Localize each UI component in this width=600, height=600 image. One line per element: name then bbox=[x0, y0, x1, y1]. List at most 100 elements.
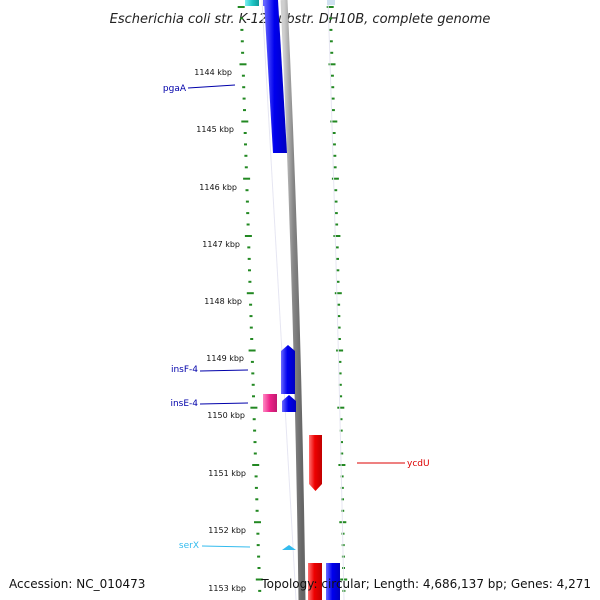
scale-tick bbox=[237, 6, 245, 8]
scale-tick bbox=[249, 315, 253, 318]
scale-tick bbox=[242, 97, 246, 100]
scale-tick bbox=[251, 383, 255, 386]
scale-tick bbox=[255, 509, 259, 512]
scale-tick bbox=[254, 486, 258, 489]
feature-top-right bbox=[327, 0, 335, 5]
scale-tick bbox=[334, 292, 342, 295]
scale-tick bbox=[250, 406, 258, 409]
scale-tick bbox=[340, 486, 344, 489]
scale-tick bbox=[246, 292, 254, 295]
scale-tick bbox=[339, 395, 343, 398]
scale-tick bbox=[242, 86, 246, 89]
scale-tick bbox=[249, 326, 253, 329]
feature-top-cyan bbox=[245, 0, 259, 6]
scale-tick bbox=[338, 372, 342, 375]
scale-tick bbox=[335, 223, 339, 226]
scale-tick bbox=[240, 28, 244, 31]
scale-tick bbox=[248, 280, 252, 283]
scale-tick bbox=[326, 6, 334, 8]
scale-tick bbox=[244, 143, 247, 146]
gene-label-insF-4[interactable]: insF-4 bbox=[171, 365, 198, 375]
scale-tick bbox=[332, 132, 336, 134]
scale-tick bbox=[250, 360, 254, 363]
scale-tick bbox=[241, 51, 245, 54]
tick-label: 1152 kbp bbox=[208, 526, 246, 535]
scale-tick bbox=[340, 441, 343, 444]
label-ycdU: ycdU bbox=[357, 459, 430, 469]
scale-tick bbox=[247, 246, 251, 249]
scale-tick bbox=[246, 212, 250, 215]
topology-text: Topology: circular; Length: 4,686,137 bp… bbox=[261, 577, 591, 591]
scale-tick bbox=[246, 223, 250, 226]
scale-tick bbox=[243, 109, 246, 112]
scale-tick bbox=[252, 418, 256, 421]
scale-tick bbox=[257, 567, 261, 569]
scale-tick bbox=[255, 578, 263, 581]
scale-tick bbox=[329, 17, 333, 20]
tick-label: 1145 kbp bbox=[196, 125, 234, 134]
scale-tick bbox=[243, 132, 247, 134]
scale-tick bbox=[245, 189, 249, 192]
scale-tick bbox=[331, 109, 335, 112]
leader-line-insF-4 bbox=[199, 369, 249, 372]
backbone-arc bbox=[280, 0, 306, 600]
scale-tick bbox=[245, 200, 249, 203]
tick-label: 1149 kbp bbox=[206, 354, 244, 363]
tick-label: 1151 kbp bbox=[208, 469, 246, 478]
tick-label: 1153 kbp bbox=[208, 584, 246, 593]
tick-label: 1144 kbp bbox=[194, 68, 232, 77]
gene-insE-4[interactable] bbox=[282, 395, 296, 412]
tick-label: 1150 kbp bbox=[207, 411, 245, 420]
gene-label-insE-4[interactable]: insE-4 bbox=[170, 399, 198, 409]
feature-bottom-red bbox=[308, 563, 322, 600]
scale-tick bbox=[336, 349, 344, 352]
leader-line-insE-4 bbox=[199, 402, 249, 405]
feature-bottom-blue bbox=[326, 563, 340, 600]
gene-label-pgaA[interactable]: pgaA bbox=[163, 84, 187, 94]
scale-tick bbox=[257, 555, 261, 558]
gene-serX[interactable] bbox=[282, 545, 296, 550]
gene-label-ycdU[interactable]: ycdU bbox=[407, 459, 430, 469]
scale-tick bbox=[338, 360, 342, 363]
scale-tick bbox=[252, 464, 260, 466]
scale-tick bbox=[247, 257, 251, 260]
tick-label: 1146 kbp bbox=[199, 183, 237, 192]
scale-tick bbox=[340, 475, 344, 478]
scale-tick bbox=[340, 452, 344, 455]
gene-label-serX[interactable]: serX bbox=[179, 541, 199, 551]
scale-tick bbox=[329, 28, 333, 31]
scale-tick bbox=[253, 429, 257, 432]
label-insE-4: insE-4 bbox=[170, 399, 249, 409]
scale-tick bbox=[251, 372, 255, 375]
gene-pgaA[interactable] bbox=[264, 0, 287, 153]
scale-tick bbox=[243, 177, 251, 180]
scale-tick bbox=[244, 235, 252, 237]
scale-tick bbox=[332, 143, 336, 146]
scale-tick bbox=[244, 166, 248, 169]
scale-tick bbox=[253, 441, 257, 444]
scale-tick bbox=[331, 97, 335, 100]
accession-text: Accession: NC_010473 bbox=[9, 577, 146, 591]
scale-tick bbox=[240, 17, 244, 20]
scale-tick bbox=[333, 235, 341, 237]
scale-tick bbox=[336, 257, 339, 260]
scale-tick bbox=[241, 120, 249, 123]
scale-tick bbox=[253, 452, 257, 455]
forward-track-edge bbox=[261, 0, 297, 600]
scale-tick bbox=[254, 475, 258, 478]
scale-tick bbox=[338, 383, 342, 386]
map-title: Escherichia coli str. K-12 substr. DH10B… bbox=[110, 12, 491, 27]
scale-tick bbox=[331, 177, 339, 180]
scale-tick bbox=[256, 532, 260, 535]
scale-tick bbox=[334, 200, 338, 203]
scale-tick bbox=[337, 338, 341, 340]
scale-tick bbox=[330, 51, 334, 54]
gene-ycdU[interactable] bbox=[309, 435, 322, 491]
scale-tick bbox=[329, 40, 333, 43]
gene-insF-4[interactable] bbox=[281, 345, 295, 394]
tick-label: 1148 kbp bbox=[204, 297, 242, 306]
scale-tick bbox=[337, 406, 345, 409]
scale-tick bbox=[258, 589, 262, 592]
scale-tick bbox=[333, 166, 337, 169]
